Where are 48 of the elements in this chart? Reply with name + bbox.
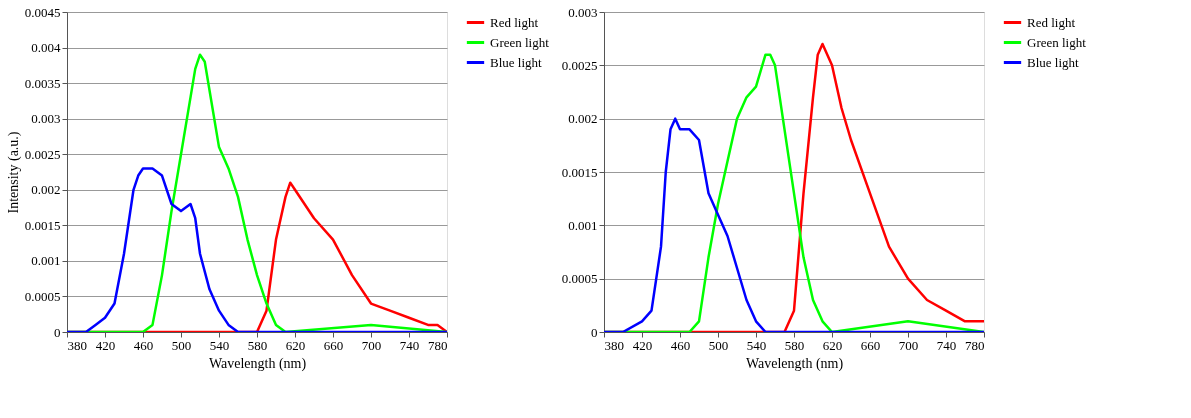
y-tick-label: 0	[591, 324, 598, 340]
x-tick-label: 500	[708, 337, 729, 353]
y-tick-label: 0.004	[31, 40, 61, 56]
x-tick-label: 540	[209, 337, 230, 353]
x-tick-label: 780	[428, 337, 448, 353]
x-tick-label: 420	[95, 337, 116, 353]
x-axis-title: Wavelength (nm)	[208, 355, 307, 372]
x-tick-label: 620	[822, 337, 843, 353]
x-tick-label: 660	[323, 337, 344, 353]
y-tick-label: 0.002	[568, 111, 598, 127]
y-tick-label: 0.003	[568, 4, 598, 20]
y-tick-label: 0.0045	[24, 4, 61, 20]
x-tick-label: 540	[746, 337, 767, 353]
x-tick-label: 500	[171, 337, 192, 353]
y-tick-label: 0.001	[568, 217, 598, 233]
y-tick-label: 0.0025	[561, 57, 598, 73]
x-tick-label: 660	[860, 337, 881, 353]
x-tick-label: 460	[133, 337, 154, 353]
x-tick-label: 740	[936, 337, 957, 353]
x-tick-label: 580	[247, 337, 268, 353]
legend-label: Green light	[1027, 34, 1087, 50]
y-tick-label: 0.001	[31, 253, 61, 269]
x-tick-label: 700	[361, 337, 382, 353]
y-tick-label: 0.0005	[561, 271, 598, 287]
x-tick-label: 700	[898, 337, 919, 353]
y-tick-label: 0.0005	[24, 288, 61, 304]
legend-label: Blue light	[490, 54, 543, 70]
y-axis-title: Intensity (a.u.)	[5, 131, 22, 214]
y-tick-label: 0.0035	[24, 75, 61, 91]
x-tick-label: 580	[784, 337, 805, 353]
x-axis-title: Wavelength (nm)	[745, 355, 844, 372]
x-tick-label: 380	[604, 337, 624, 353]
x-tick-label: 380	[67, 337, 87, 353]
legend-label: Blue light	[1027, 54, 1080, 70]
y-tick-label: 0.003	[31, 111, 61, 127]
y-tick-label: 0.002	[31, 182, 61, 198]
y-tick-label: 0	[54, 324, 61, 340]
x-tick-label: 620	[285, 337, 306, 353]
y-tick-label: 0.0015	[24, 217, 61, 233]
x-tick-label: 740	[399, 337, 420, 353]
y-tick-label: 0.0015	[561, 164, 598, 180]
legend-label: Red light	[490, 14, 539, 30]
y-tick-label: 0.0025	[24, 146, 61, 162]
x-tick-label: 780	[965, 337, 985, 353]
x-tick-label: 460	[670, 337, 691, 353]
x-tick-label: 420	[632, 337, 653, 353]
legend-label: Green light	[490, 34, 550, 50]
legend-label: Red light	[1027, 14, 1076, 30]
